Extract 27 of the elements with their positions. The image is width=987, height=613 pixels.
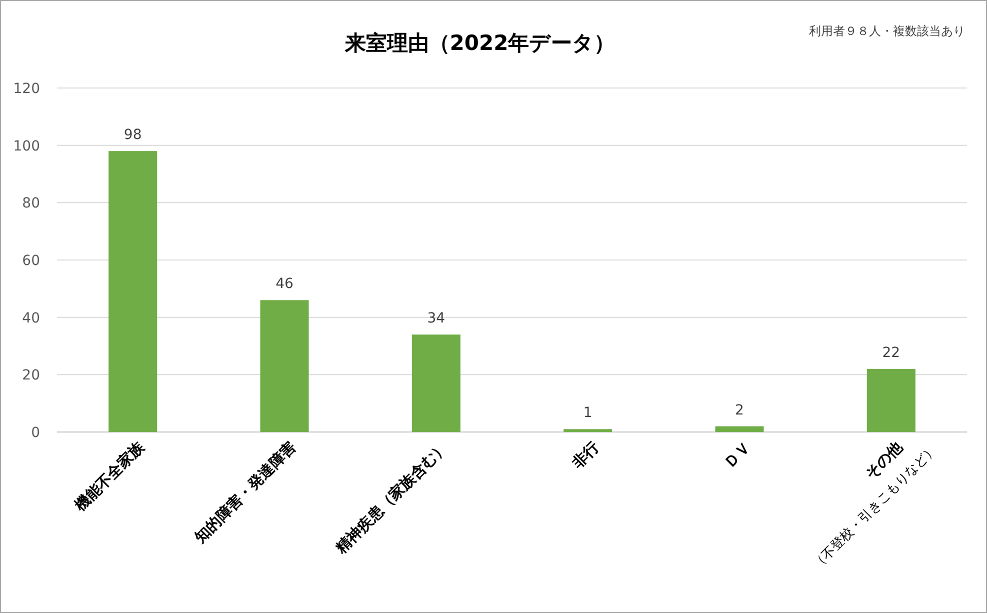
- x-tick-label: 知的障害・発達障害: [190, 438, 300, 547]
- data-label: 98: [124, 127, 142, 144]
- bar: [108, 151, 158, 432]
- bar: [564, 429, 612, 432]
- y-tick-label: 100: [13, 138, 40, 154]
- data-label: 22: [882, 344, 900, 361]
- x-tick-label: ＤＶ: [720, 438, 754, 472]
- y-tick-label: 40: [22, 310, 40, 326]
- data-label: 2: [735, 402, 744, 418]
- chart-title: 来室理由（2022年データ）: [344, 31, 616, 55]
- bar: [715, 426, 764, 432]
- text: 利用者９８人・複数該当あり: [809, 24, 965, 38]
- x-tick-label: 精神疾患（家族含む）: [331, 438, 451, 558]
- x-tick-label: 非行: [568, 438, 603, 473]
- data-label: 46: [276, 276, 294, 292]
- data-label: 34: [427, 310, 446, 327]
- bar: [412, 334, 460, 432]
- y-tick-label: 60: [22, 253, 40, 269]
- x-tick-label: その他 （不登校・引きこもりなど）: [810, 437, 940, 572]
- y-tick-label: 120: [13, 81, 40, 97]
- bar: [866, 368, 916, 432]
- data-label: 1: [583, 405, 592, 422]
- y-tick-label: 0: [31, 425, 40, 441]
- x-tick-label: 機能不全家族: [70, 437, 148, 516]
- bar: [260, 300, 309, 432]
- y-tick-label: 80: [22, 196, 40, 212]
- y-tick-label: 20: [22, 368, 40, 384]
